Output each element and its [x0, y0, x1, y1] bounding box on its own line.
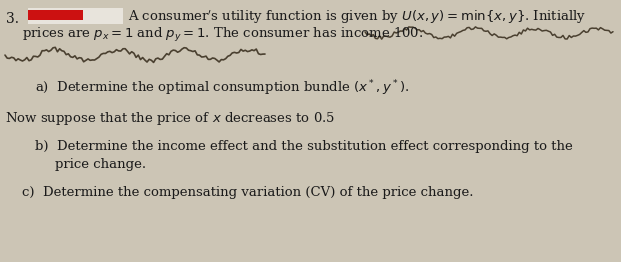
- Text: Now suppose that the price of $x$ decreases to 0.5: Now suppose that the price of $x$ decrea…: [5, 110, 335, 127]
- Bar: [28, 10, 83, 20]
- Text: price change.: price change.: [55, 158, 146, 171]
- Bar: [28, 8, 123, 24]
- Text: prices are $p_x = 1$ and $p_y = 1$. The consumer has income 100.: prices are $p_x = 1$ and $p_y = 1$. The …: [22, 26, 424, 44]
- Text: c)  Determine the compensating variation (CV) of the price change.: c) Determine the compensating variation …: [22, 186, 473, 199]
- Text: b)  Determine the income effect and the substitution effect corresponding to the: b) Determine the income effect and the s…: [35, 140, 573, 153]
- Text: A consumer$'$s utility function is given by $U(x, y) = \min\{x, y\}$. Initially: A consumer$'$s utility function is given…: [128, 8, 586, 25]
- Text: a)  Determine the optimal consumption bundle $(x^*, y^*)$.: a) Determine the optimal consumption bun…: [35, 78, 410, 98]
- Text: 3.: 3.: [6, 12, 19, 26]
